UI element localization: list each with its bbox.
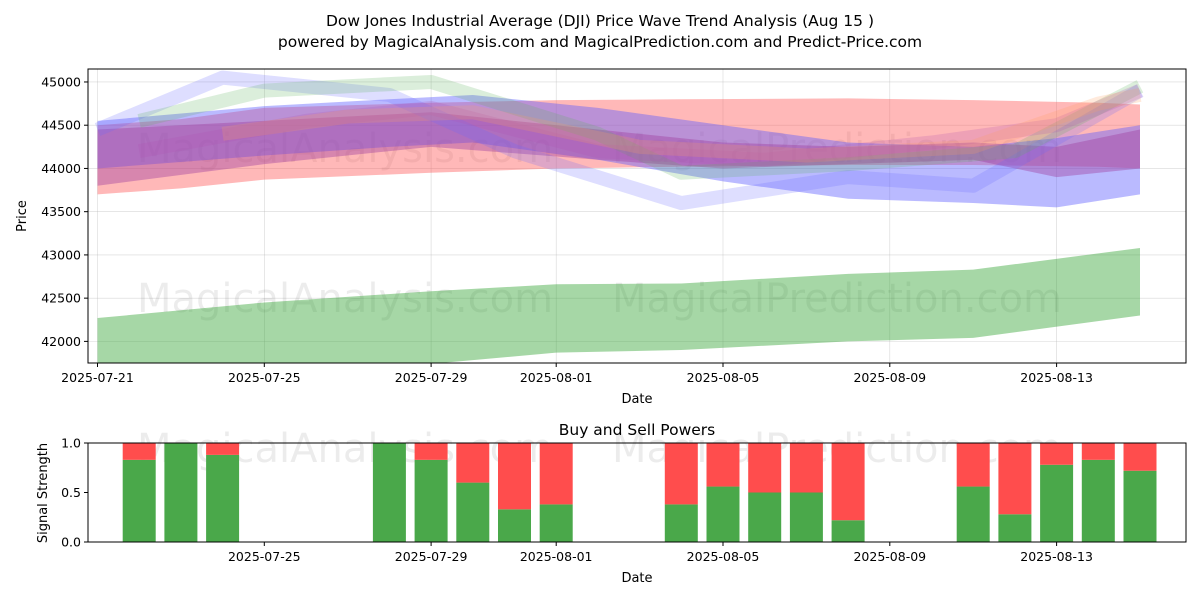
price-x-tick-label: 2025-08-01 — [520, 370, 593, 385]
sell-bar — [414, 443, 448, 460]
sell-bar — [706, 443, 740, 487]
buy-bar — [748, 492, 782, 542]
price-watermark-analysis-lower: MagicalAnalysis.com — [137, 276, 553, 322]
sell-bar — [498, 443, 531, 510]
signal-title: Buy and Sell Powers — [559, 421, 716, 439]
signal-x-label: Date — [621, 571, 652, 586]
signal-x-tick-label: 2025-08-05 — [687, 549, 760, 564]
signal-x-tick-label: 2025-08-09 — [853, 549, 926, 564]
sell-bar — [456, 443, 490, 483]
buy-bar — [664, 504, 698, 542]
wave-line-4 — [221, 88, 1142, 163]
price-plot-frame — [87, 68, 1187, 364]
price-panel: MagicalAnalysis.com MagicalPrediction.co… — [15, 68, 1187, 407]
green-lower-band — [97, 247, 1140, 363]
price-y-tick-label: 42500 — [41, 291, 81, 306]
price-x-tick-label: 2025-07-29 — [395, 370, 468, 385]
sell-bar — [998, 443, 1032, 515]
sell-bar — [1123, 443, 1157, 471]
sell-bar — [1081, 443, 1115, 460]
signal-x-tick-label: 2025-07-25 — [228, 549, 301, 564]
buy-bar — [122, 459, 156, 542]
buy-bar — [1081, 459, 1115, 542]
buy-bar — [164, 443, 198, 542]
buy-bar — [998, 514, 1032, 542]
buy-bar — [831, 520, 865, 542]
wave-line-2 — [137, 74, 1144, 180]
price-y-tick-label: 44000 — [41, 161, 81, 176]
price-y-label: Price — [15, 200, 30, 232]
red-band — [97, 98, 1140, 195]
price-x-tick-label: 2025-08-05 — [687, 370, 760, 385]
sell-bar — [789, 443, 823, 493]
signal-x-tick-label: 2025-07-29 — [395, 549, 468, 564]
sell-bar — [539, 443, 573, 505]
signal-x-tick-label: 2025-08-13 — [1020, 549, 1093, 564]
wave-line-1 — [94, 70, 1144, 211]
signal-y-tick-label: 1.0 — [61, 436, 81, 451]
price-x-tick-label: 2025-07-21 — [61, 370, 134, 385]
sell-bar — [122, 443, 156, 460]
price-x-tick-label: 2025-08-13 — [1020, 370, 1093, 385]
buy-bar — [789, 492, 823, 542]
sell-bar — [956, 443, 990, 487]
buy-bar — [456, 482, 490, 542]
price-y-tick-label: 43000 — [41, 247, 81, 262]
price-y-tick-label: 43500 — [41, 204, 81, 219]
buy-bar — [498, 509, 531, 542]
price-x-tick-label: 2025-07-25 — [228, 370, 301, 385]
price-watermark-prediction-lower: MagicalPrediction.com — [612, 276, 1062, 322]
buy-bar — [1123, 470, 1157, 542]
signal-y-tick-label: 0.0 — [61, 535, 81, 550]
buy-bar — [539, 504, 573, 542]
buy-bar — [706, 486, 740, 542]
wave-line-3 — [137, 84, 1143, 167]
price-y-tick-label: 42000 — [41, 334, 81, 349]
price-x-label: Date — [621, 392, 652, 407]
sell-bar — [1040, 443, 1074, 465]
signal-panel: Buy and Sell Powers MagicalAnalysis.com … — [36, 421, 1187, 586]
buy-bar — [414, 459, 448, 542]
blue-band — [97, 94, 1140, 208]
signal-watermark-analysis: MagicalAnalysis.com — [137, 426, 553, 472]
price-plot-area — [88, 69, 1186, 363]
price-watermark-prediction: MagicalPrediction.com — [612, 126, 1062, 172]
signal-y-tick-label: 0.5 — [61, 485, 81, 500]
buy-bar — [372, 443, 406, 542]
signal-x-tick-label: 2025-08-01 — [520, 549, 593, 564]
sell-bar — [664, 443, 698, 505]
chart-title: Dow Jones Industrial Average (DJI) Price… — [326, 12, 874, 30]
buy-bar — [206, 454, 240, 542]
chart-subtitle: powered by MagicalAnalysis.com and Magic… — [278, 33, 922, 51]
purple-band — [97, 112, 1140, 186]
price-x-tick-label: 2025-08-09 — [853, 370, 926, 385]
price-watermark-analysis: MagicalAnalysis.com — [137, 126, 553, 172]
sell-bar — [206, 443, 240, 455]
sell-bar — [831, 443, 865, 521]
sell-bar — [748, 443, 782, 493]
buy-bar — [1040, 464, 1074, 542]
price-y-tick-label: 44500 — [41, 118, 81, 133]
signal-y-label: Signal Strength — [36, 443, 51, 543]
price-y-tick-label: 45000 — [41, 74, 81, 89]
buy-bar — [956, 486, 990, 542]
